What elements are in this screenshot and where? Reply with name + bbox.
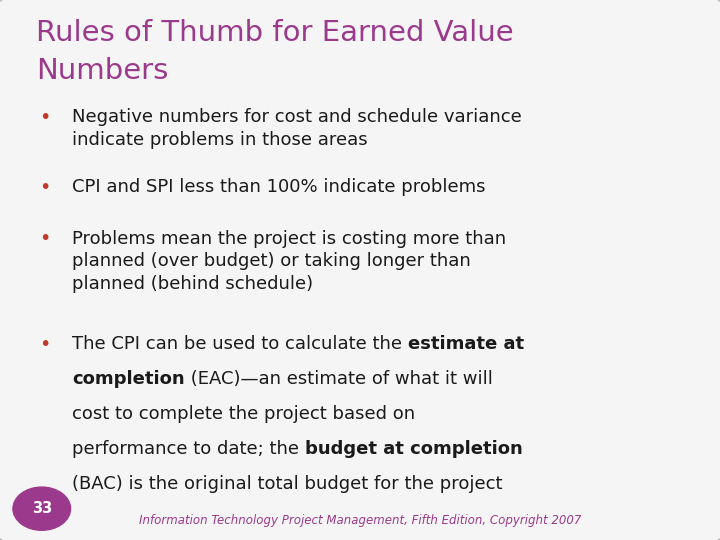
Text: performance to date; the: performance to date; the [72, 440, 305, 458]
Text: Rules of Thumb for Earned Value: Rules of Thumb for Earned Value [36, 19, 513, 47]
Text: Negative numbers for cost and schedule variance
indicate problems in those areas: Negative numbers for cost and schedule v… [72, 108, 522, 149]
Text: Information Technology Project Management, Fifth Edition, Copyright 2007: Information Technology Project Managemen… [139, 514, 581, 527]
Circle shape [13, 487, 71, 530]
Text: cost to complete the project based on: cost to complete the project based on [72, 405, 415, 423]
Text: The CPI can be used to calculate the: The CPI can be used to calculate the [72, 335, 408, 353]
Text: budget at completion: budget at completion [305, 440, 523, 458]
Text: completion: completion [72, 370, 184, 388]
Text: (EAC)—an estimate of what it will: (EAC)—an estimate of what it will [184, 370, 492, 388]
Text: Numbers: Numbers [36, 57, 168, 85]
Text: (BAC) is the original total budget for the project: (BAC) is the original total budget for t… [72, 475, 503, 493]
Text: CPI and SPI less than 100% indicate problems: CPI and SPI less than 100% indicate prob… [72, 178, 485, 196]
Text: •: • [40, 230, 51, 248]
Text: estimate at: estimate at [408, 335, 524, 353]
Text: •: • [40, 335, 51, 354]
Text: 33: 33 [32, 501, 52, 516]
Text: •: • [40, 178, 51, 197]
Text: Problems mean the project is costing more than
planned (over budget) or taking l: Problems mean the project is costing mor… [72, 230, 506, 293]
Text: •: • [40, 108, 51, 127]
